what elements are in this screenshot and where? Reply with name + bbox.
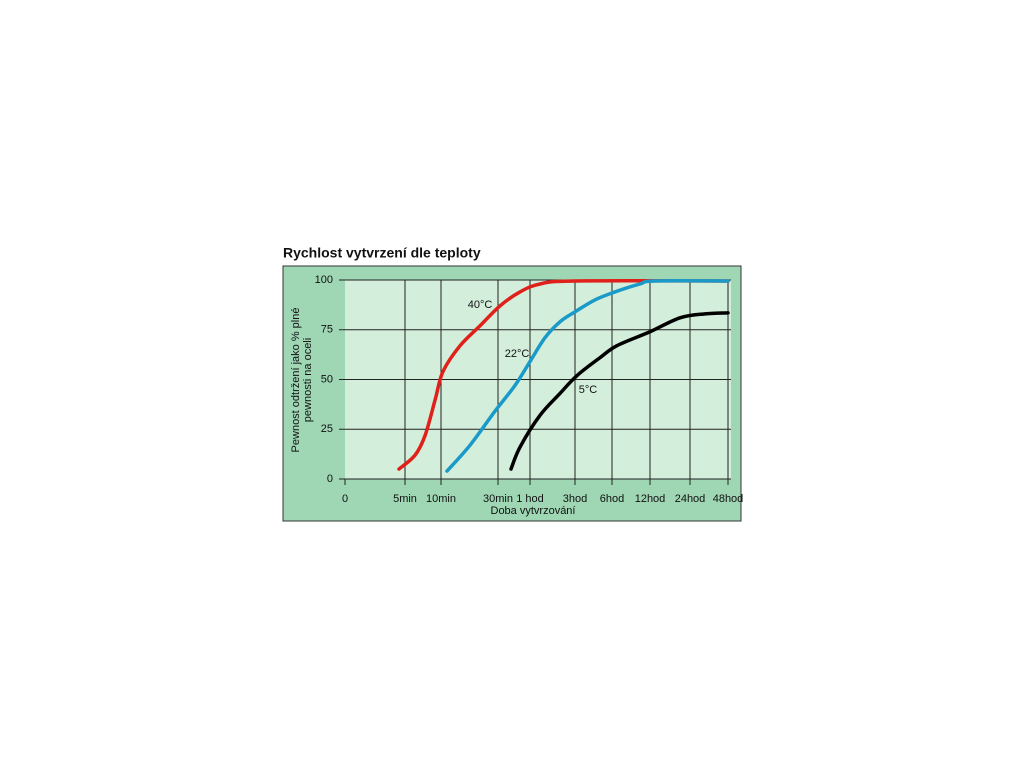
x-tick-label: 30min <box>483 493 513 505</box>
y-tick-label: 50 <box>321 373 333 385</box>
x-tick-label: 24hod <box>675 493 706 505</box>
x-tick-label: 3hod <box>563 493 587 505</box>
x-tick-label: 10min <box>426 493 456 505</box>
y-tick-label: 25 <box>321 423 333 435</box>
y-tick-label: 100 <box>315 274 333 286</box>
x-tick-label: 1 hod <box>516 493 544 505</box>
curve <box>397 279 730 471</box>
x-axis-label: Doba vytvrzování <box>491 505 576 517</box>
curve <box>445 279 730 473</box>
x-tick-label: 5min <box>393 493 417 505</box>
x-tick-label: 12hod <box>635 493 666 505</box>
series-label: 40°C <box>468 299 493 311</box>
y-tick-label: 0 <box>327 473 333 485</box>
curve <box>509 311 730 471</box>
y-tick-label: 75 <box>321 324 333 336</box>
chart-title: Rychlost vytvrzení dle teploty <box>283 245 481 261</box>
x-tick-label: 0 <box>342 493 348 505</box>
grid: 0 25 50 75 100 0 5min 10min 30min 1 hod 3hod 6hod 12… <box>315 274 744 505</box>
y-axis-label: Pewnost odtržení jako % plné <box>290 308 302 453</box>
y-axis-label: pewnosti na oceli <box>302 338 314 422</box>
series-label: 5°C <box>579 384 598 396</box>
series-label: 22°C <box>505 348 530 360</box>
lines <box>397 279 730 473</box>
x-tick-label: 48hod <box>713 493 744 505</box>
x-tick-label: 6hod <box>600 493 624 505</box>
